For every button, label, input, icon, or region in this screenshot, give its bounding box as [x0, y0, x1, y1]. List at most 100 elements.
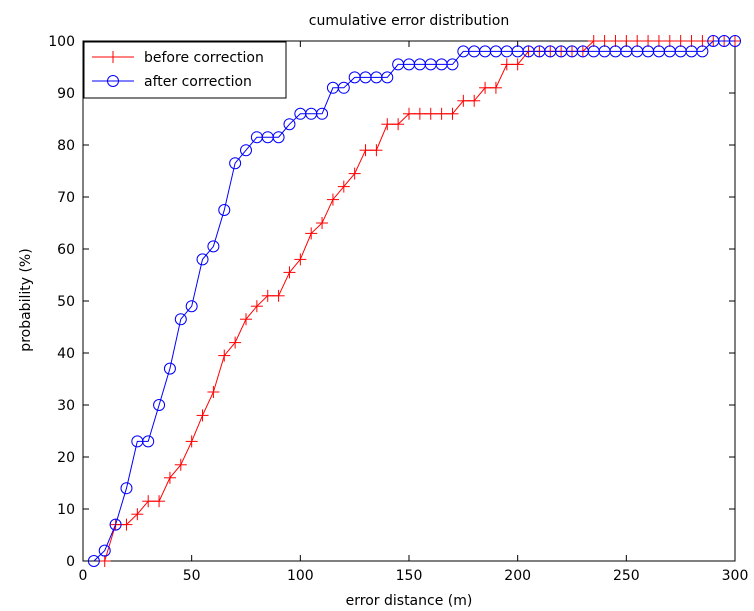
plus-marker [511, 58, 524, 71]
x-tick-label: 200 [504, 568, 531, 584]
plus-marker [479, 81, 492, 94]
plus-marker [240, 313, 252, 326]
y-tick-label: 100 [48, 34, 75, 50]
x-tick-label: 100 [287, 568, 314, 584]
plus-marker [370, 144, 383, 157]
plus-marker [250, 300, 263, 313]
plus-marker [500, 58, 513, 71]
y-tick-label: 40 [57, 346, 75, 362]
x-tick-label: 50 [183, 568, 201, 584]
circle-marker [163, 362, 176, 375]
plus-marker [652, 35, 665, 47]
legend-entry: before correction [92, 50, 264, 66]
legend-entry: after correction [92, 74, 252, 90]
plus-marker [598, 35, 611, 47]
plus-marker [489, 81, 502, 94]
x-tick-label: 300 [722, 568, 749, 584]
plus-marker [153, 495, 166, 508]
plus-marker [663, 35, 676, 47]
plus-marker [337, 180, 350, 193]
plus-marker [185, 435, 198, 448]
circle-marker [174, 313, 187, 326]
x-tick-label: 150 [396, 568, 423, 584]
series-layer [87, 35, 741, 567]
y-tick-label: 0 [66, 554, 75, 570]
circle-marker [98, 544, 111, 557]
plus-marker [107, 51, 119, 63]
x-tick-label: 0 [79, 568, 88, 584]
y-tick-label: 70 [57, 190, 75, 206]
circle-marker [185, 300, 198, 313]
legend-box [83, 41, 287, 99]
plus-marker [131, 508, 144, 521]
plus-marker [207, 386, 220, 398]
plus-marker [326, 193, 339, 206]
y-tick-label: 90 [57, 86, 75, 102]
chart-title: cumulative error distribution [309, 13, 509, 29]
plus-marker [272, 289, 285, 302]
circle-marker [283, 118, 296, 131]
y-tick-label: 20 [57, 450, 75, 466]
plus-marker [316, 217, 329, 229]
circle-marker [337, 81, 350, 94]
circle-marker [87, 555, 100, 567]
circle-marker [120, 482, 133, 495]
plus-marker [305, 227, 318, 240]
plus-marker [218, 349, 231, 362]
plus-marker [620, 35, 633, 47]
plus-marker [631, 35, 644, 47]
circle-marker [109, 518, 122, 531]
legend-label: before correction [144, 50, 264, 66]
plus-marker [359, 144, 372, 157]
y-tick-label: 60 [57, 242, 75, 258]
y-tick-label: 50 [57, 294, 75, 310]
series-after-correction [87, 35, 741, 567]
plus-marker [229, 336, 242, 349]
circle-marker [229, 157, 242, 170]
y-tick-label: 10 [57, 502, 75, 518]
circle-marker [196, 253, 209, 266]
circle-marker [142, 435, 155, 448]
legend: before correction after correction [83, 41, 287, 99]
plus-marker [685, 35, 698, 47]
plus-marker [174, 458, 187, 471]
circle-marker [316, 107, 329, 120]
plus-marker [163, 471, 176, 484]
circle-marker [240, 144, 252, 157]
y-tick-label: 30 [57, 398, 75, 414]
plus-marker [457, 94, 470, 107]
plus-marker [120, 518, 133, 531]
plus-marker [435, 107, 448, 120]
plus-marker [587, 35, 600, 47]
plus-marker [413, 107, 426, 120]
plus-marker [609, 35, 622, 47]
circle-marker [207, 240, 220, 253]
legend-label: after correction [144, 74, 252, 90]
x-tick-label: 250 [613, 568, 640, 584]
plus-marker [283, 266, 296, 279]
y-axis-label: probability (%) [18, 248, 34, 351]
plus-marker [392, 118, 405, 131]
circle-marker [218, 204, 231, 216]
plus-marker [142, 495, 155, 508]
plus-marker [294, 253, 307, 266]
circle-marker [729, 35, 741, 47]
circle-marker [272, 131, 285, 144]
plus-marker [98, 555, 111, 567]
plus-marker [696, 35, 709, 47]
plus-marker [674, 35, 687, 47]
x-axis-label: error distance (m) [346, 593, 473, 609]
plus-marker [424, 107, 437, 120]
y-tick-label: 80 [57, 138, 75, 154]
plus-marker [348, 167, 361, 180]
circle-marker [696, 45, 709, 58]
axis-ticks: 0 50 100 150 200 250 300 0 10 20 30 40 50 60 70 80 90 100 [48, 34, 748, 584]
plus-marker [642, 35, 655, 47]
plus-marker [196, 409, 209, 422]
circle-marker [381, 71, 394, 84]
plus-marker [446, 107, 459, 120]
circle-marker [446, 58, 459, 71]
circle-marker [153, 399, 166, 411]
plus-marker [468, 94, 481, 107]
